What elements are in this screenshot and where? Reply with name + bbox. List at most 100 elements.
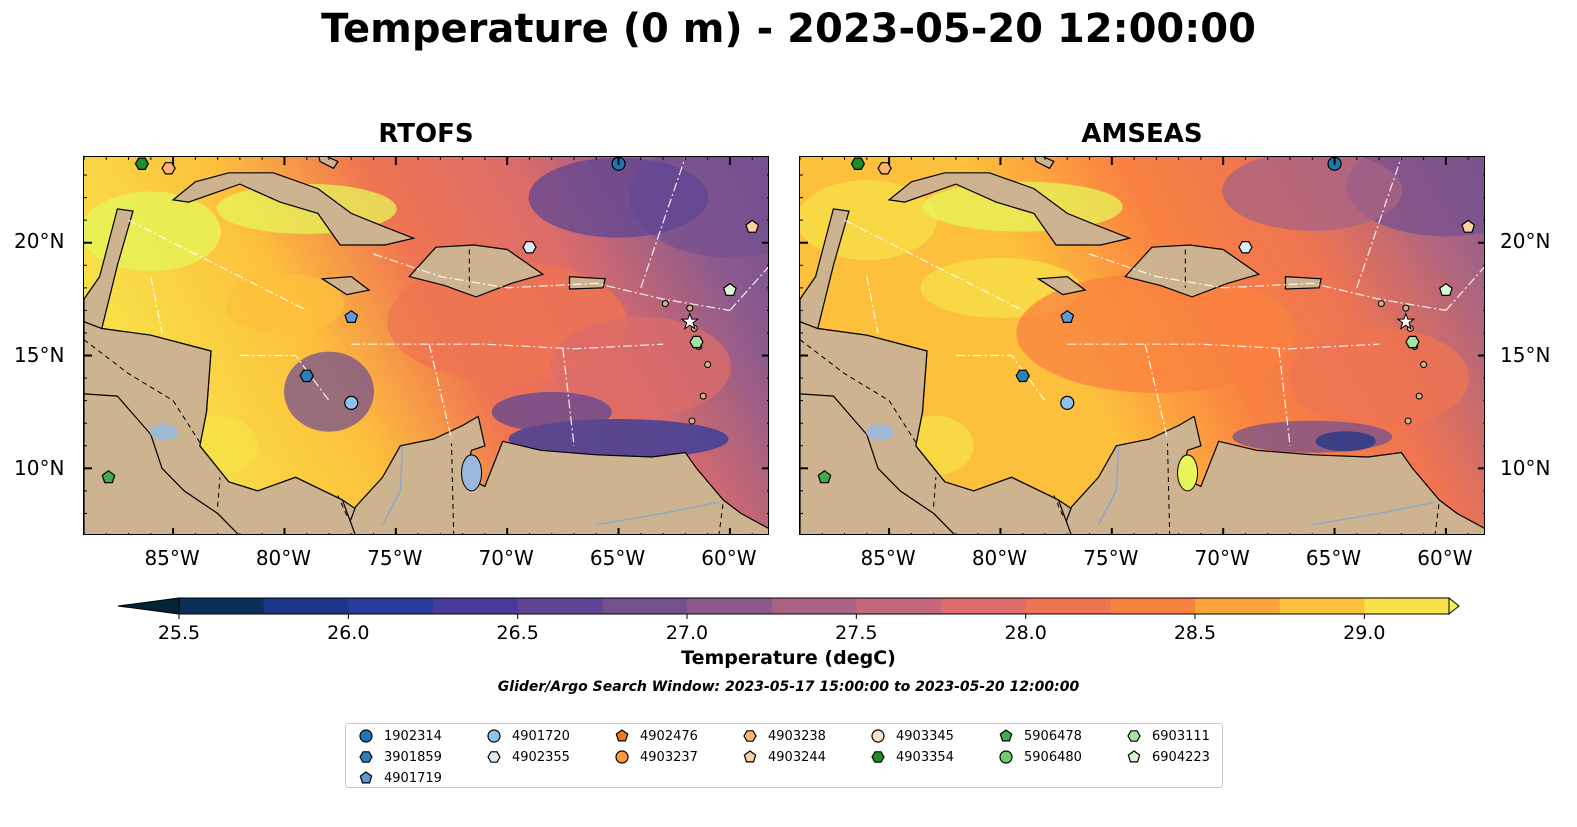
- legend-label: 3901859: [384, 749, 442, 765]
- circle-marker-icon: [615, 750, 629, 764]
- observation-4901720: [1060, 395, 1075, 410]
- pentagon-marker-icon: [615, 729, 629, 742]
- circle-marker-icon: [999, 750, 1013, 764]
- legend-marker-4903354: [871, 751, 885, 763]
- legend-entry-6903111: 6903111: [1126, 726, 1210, 746]
- legend-marker-4901719: [359, 771, 373, 784]
- legend-entry-5906478: 5906478: [998, 726, 1082, 746]
- map-rtofs[interactable]: [83, 156, 769, 535]
- lon-label-amseas-1: 80°W: [971, 546, 1028, 570]
- hexagon-marker-icon: [359, 751, 373, 763]
- colorbar-tick-label: 27.5: [835, 622, 877, 644]
- colorbar-bin: [771, 598, 857, 614]
- lon-label-rtofs-4: 65°W: [589, 546, 646, 570]
- panel-title-rtofs: RTOFS: [378, 119, 474, 149]
- lon-label-amseas-3: 70°W: [1194, 546, 1250, 570]
- legend-marker-6903111: [1127, 730, 1141, 742]
- colorbar-bin: [1279, 598, 1365, 614]
- legend-label: 6903111: [1152, 728, 1210, 744]
- legend-entry-4902476: 4902476: [614, 726, 698, 746]
- legend-marker-4902476: [615, 729, 629, 742]
- observation-6904223: [1438, 282, 1453, 296]
- observation-6903111: [689, 335, 704, 349]
- colorbar-tick-label: 29.0: [1343, 622, 1385, 644]
- circle-marker-icon: [487, 729, 501, 743]
- colorbar-bin: [687, 598, 773, 614]
- colorbar-tick-label: 26.5: [497, 622, 539, 644]
- observation-4903244: [745, 219, 760, 233]
- legend-entry-1902314: 1902314: [358, 726, 442, 746]
- colorbar-tick-label: 28.5: [1174, 622, 1216, 644]
- lon-label-amseas-4: 65°W: [1305, 546, 1362, 570]
- lon-label-amseas-2: 75°W: [1083, 546, 1139, 570]
- pentagon-marker-icon: [359, 771, 373, 784]
- hexagon-marker-icon: [743, 730, 757, 742]
- legend-label: 4903345: [896, 728, 954, 744]
- lat-label-left-15: 15°N: [14, 343, 65, 367]
- legend-marker-6904223: [1127, 750, 1141, 763]
- hexagon-marker-icon: [487, 751, 501, 763]
- lon-label-amseas-0: 85°W: [860, 546, 916, 570]
- observation-4903354: [850, 157, 866, 170]
- colorbar-extend-low: [117, 597, 180, 615]
- legend-label: 4902355: [512, 749, 570, 765]
- observation-3901859: [299, 369, 314, 383]
- colorbar-label: Temperature (degC): [681, 647, 896, 669]
- observation-4903238: [877, 162, 892, 175]
- legend-entry-3901859: 3901859: [358, 747, 442, 767]
- observation-4903354: [134, 157, 150, 170]
- observation-4901720: [344, 395, 359, 410]
- legend-label: 5906480: [1024, 749, 1082, 765]
- lat-label-right-15: 15°N: [1500, 343, 1551, 367]
- colorbar-bin: [941, 598, 1027, 614]
- lon-label-rtofs-2: 75°W: [367, 546, 423, 570]
- colorbar-bin: [1195, 598, 1281, 614]
- figure-title: Temperature (0 m) - 2023-05-20 12:00:00: [321, 6, 1256, 52]
- legend-marker-4903237: [615, 750, 629, 764]
- legend-label: 4903237: [640, 749, 698, 765]
- lat-label-left-20: 20°N: [14, 229, 65, 253]
- legend-entry-4903237: 4903237: [614, 747, 698, 767]
- colorbar-bin: [856, 598, 942, 614]
- colorbar: 25.5 26.0 26.5 27.0 27.5 28.0 28.5 29.0: [117, 596, 1460, 644]
- legend-entry-4901719: 4901719: [358, 768, 442, 788]
- legend-entry-4901720: 4901720: [486, 726, 570, 746]
- observation-4901719: [344, 309, 359, 323]
- pentagon-marker-icon: [1127, 750, 1141, 763]
- pentagon-marker-icon: [743, 750, 757, 763]
- colorbar-bin: [433, 598, 519, 614]
- colorbar-tick-label: 26.0: [327, 622, 369, 644]
- legend-label: 4902476: [640, 728, 698, 744]
- legend: 1902314 3901859 4901719 4901720 4902355 49024…: [345, 723, 1223, 788]
- legend-label: 4903238: [768, 728, 826, 744]
- map-amseas[interactable]: [799, 156, 1485, 535]
- lat-label-left-10: 10°N: [14, 456, 65, 480]
- hexagon-marker-icon: [1127, 730, 1141, 742]
- legend-marker-5906480: [999, 750, 1013, 764]
- legend-marker-4903345: [871, 729, 885, 743]
- hexagon-marker-icon: [871, 751, 885, 763]
- legend-entry-6904223: 6904223: [1126, 747, 1210, 767]
- legend-label: 1902314: [384, 728, 442, 744]
- legend-entry-4903244: 4903244: [742, 747, 826, 767]
- legend-label: 4903354: [896, 749, 954, 765]
- colorbar-bin: [263, 598, 349, 614]
- colorbar-bin: [602, 598, 688, 614]
- legend-label: 4903244: [768, 749, 826, 765]
- panel-title-amseas: AMSEAS: [1081, 119, 1203, 149]
- lon-label-amseas-5: 60°W: [1417, 546, 1473, 570]
- search-window-text: Glider/Argo Search Window: 2023-05-17 15…: [497, 679, 1080, 695]
- legend-marker-1902314: [359, 729, 373, 743]
- colorbar-bin: [1025, 598, 1111, 614]
- legend-entry-4902355: 4902355: [486, 747, 570, 767]
- colorbar-bin: [1110, 598, 1196, 614]
- observation-5906478: [101, 470, 116, 484]
- colorbar-bin: [517, 598, 603, 614]
- legend-entry-4903354: 4903354: [870, 747, 954, 767]
- legend-label: 5906478: [1024, 728, 1082, 744]
- legend-marker-3901859: [359, 751, 373, 763]
- colorbar-bin: [179, 598, 265, 614]
- legend-marker-4902355: [487, 751, 501, 763]
- colorbar-tick-label: 25.5: [158, 622, 200, 644]
- circle-marker-icon: [359, 729, 373, 743]
